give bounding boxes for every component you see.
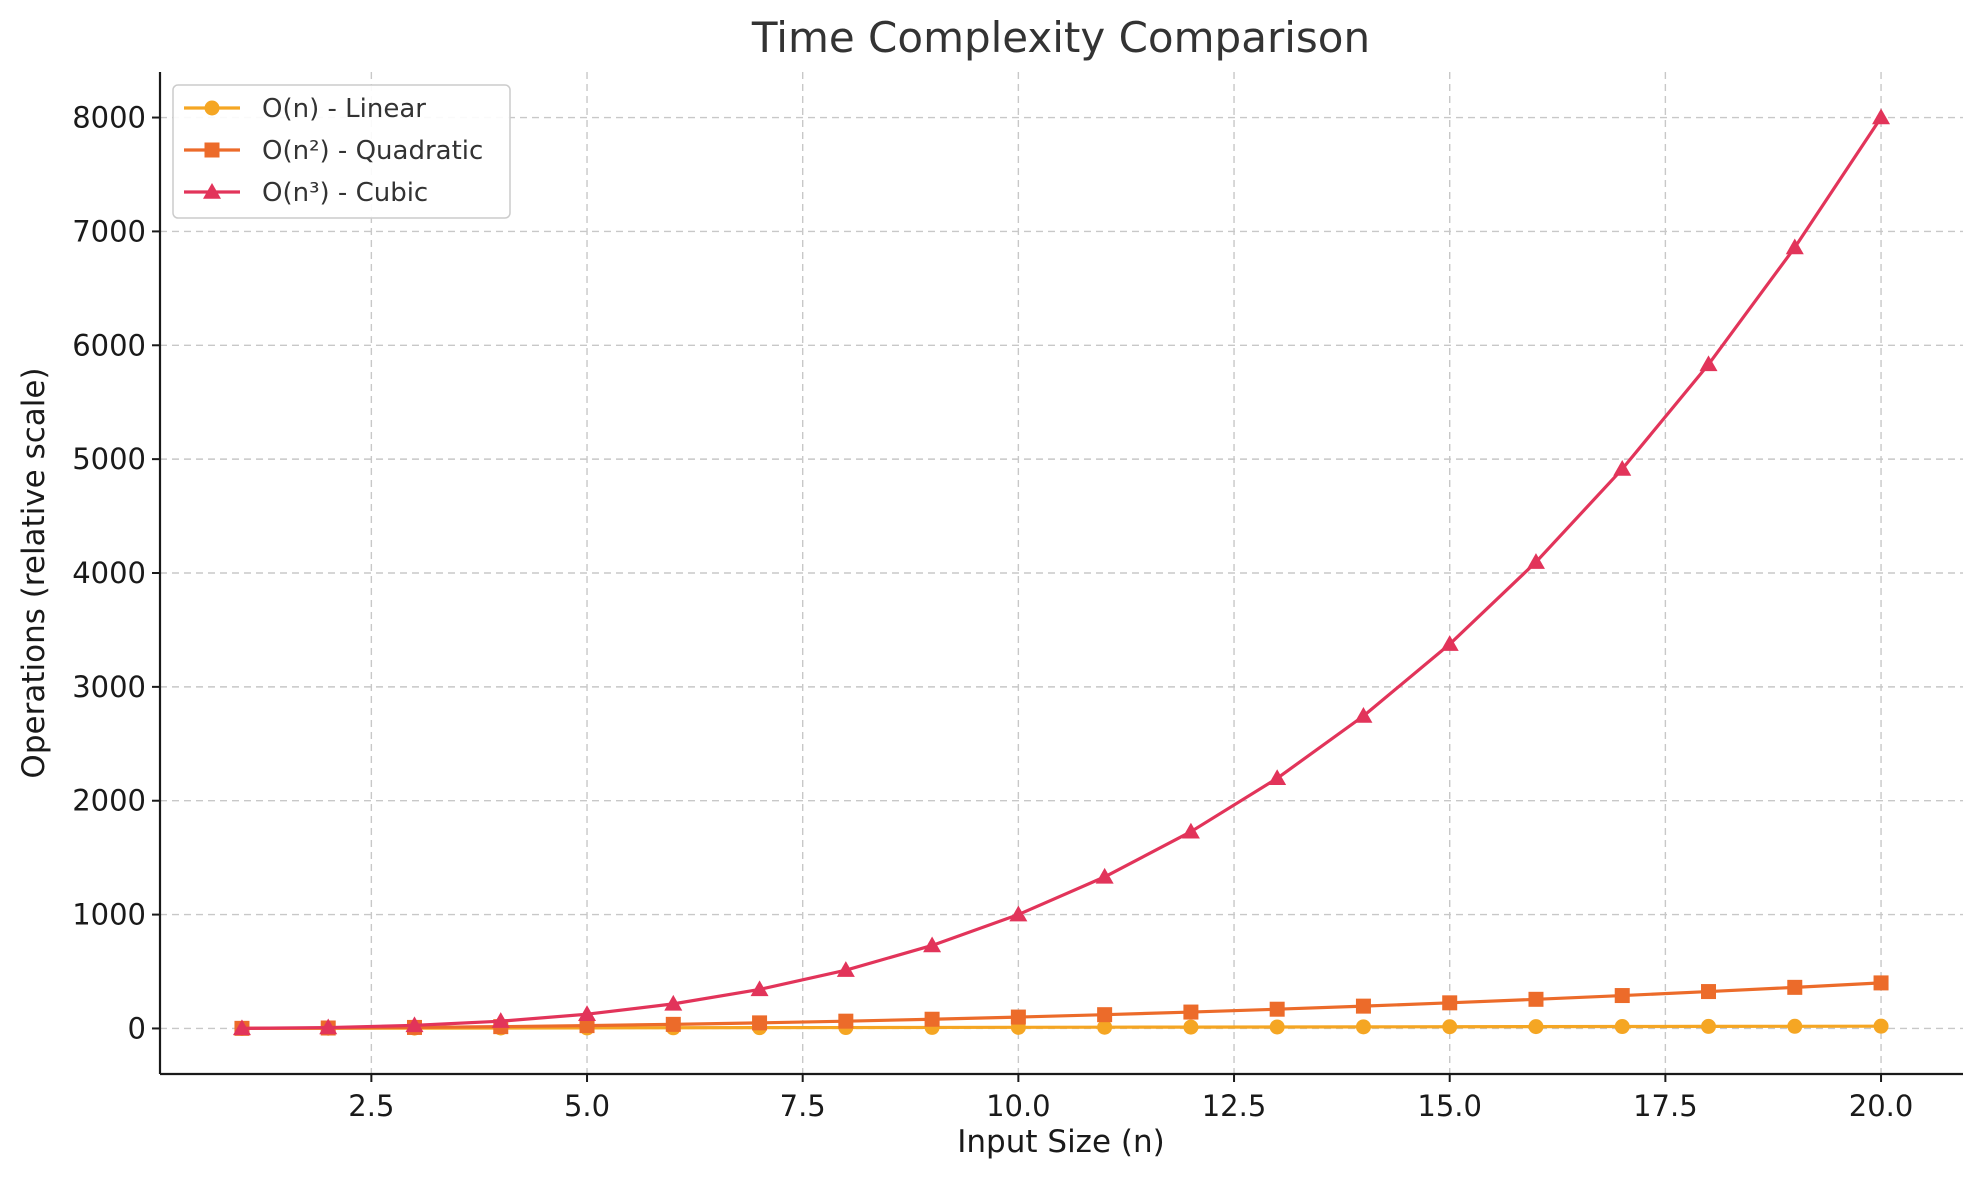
y-tick-label: 8000 (72, 101, 146, 135)
data-point-linear (1787, 1018, 1803, 1034)
y-tick-label: 3000 (72, 670, 146, 704)
legend-item-linear: O(n) - Linear (184, 94, 426, 124)
data-point-linear (1701, 1018, 1717, 1034)
data-point-linear (1355, 1019, 1371, 1035)
data-point-quadratic (1528, 991, 1544, 1007)
legend-item-quadratic: O(n²) - Quadratic (184, 136, 483, 166)
data-point-cubic (1009, 905, 1028, 922)
data-point-cubic (1526, 553, 1545, 569)
data-point-cubic (1440, 635, 1459, 651)
legend-marker (204, 100, 220, 116)
data-point-quadratic (1010, 1009, 1026, 1025)
data-point-quadratic (665, 1016, 681, 1032)
y-tick-label: 5000 (72, 442, 146, 476)
y-tick-label: 0 (128, 1011, 146, 1045)
legend-box (172, 84, 511, 219)
data-point-quadratic (1183, 1004, 1199, 1020)
data-point-quadratic (1442, 995, 1458, 1011)
data-point-quadratic (579, 1018, 595, 1034)
x-tick-label: 20.0 (1849, 1089, 1914, 1123)
data-point-quadratic (1701, 984, 1717, 1000)
legend: O(n) - Linear O(n²) - Quadratic O(n³) - Cu… (172, 84, 511, 219)
y-axis-title: Operations (relative scale) (16, 367, 52, 778)
data-point-quadratic (1614, 988, 1630, 1004)
legend-label: O(n) - Linear (262, 94, 426, 124)
data-point-cubic (491, 1012, 510, 1028)
y-tick-label: 4000 (72, 556, 146, 590)
x-tick-label: 5.0 (564, 1089, 610, 1123)
y-tick-label: 6000 (72, 328, 146, 362)
data-point-cubic (1268, 769, 1287, 786)
x-axis-ticks: 2.5 5.0 7.5 10.0 12.5 15.0 17.5 20.0 (348, 1074, 1913, 1123)
data-point-cubic (1872, 108, 1891, 125)
data-point-quadratic (1097, 1007, 1113, 1023)
legend-label: O(n³) - Cubic (262, 178, 428, 208)
data-point-cubic (578, 1005, 597, 1021)
data-point-cubic (750, 980, 769, 997)
x-tick-label: 2.5 (348, 1089, 394, 1123)
data-point-cubic (1354, 707, 1373, 723)
data-point-quadratic (1873, 975, 1889, 991)
x-tick-label: 12.5 (1202, 1089, 1267, 1123)
data-point-linear (1614, 1019, 1630, 1035)
series-line-cubic (241, 116, 1883, 1030)
legend-marker (203, 183, 221, 199)
data-point-linear (1269, 1019, 1285, 1035)
data-point-cubic (1095, 867, 1114, 884)
data-point-quadratic (1787, 979, 1803, 995)
grid (160, 72, 1963, 1074)
data-point-cubic (1181, 822, 1200, 839)
data-point-cubic (923, 936, 942, 953)
data-point-linear (1442, 1019, 1458, 1035)
data-point-cubic (664, 994, 683, 1011)
data-point-cubic (319, 1018, 338, 1035)
y-tick-label: 2000 (72, 784, 146, 818)
y-tick-label: 7000 (72, 214, 146, 248)
legend-label: O(n²) - Quadratic (262, 136, 483, 166)
x-axis-title: Input Size (n) (957, 1124, 1164, 1160)
legend-item-cubic: O(n³) - Cubic (184, 178, 428, 208)
data-point-quadratic (1355, 998, 1371, 1014)
series-line-quadratic (241, 981, 1882, 1030)
x-tick-label: 7.5 (780, 1089, 826, 1123)
data-point-cubic (1613, 460, 1632, 476)
data-point-linear (1873, 1018, 1889, 1034)
chart-title: Time Complexity Comparison (751, 13, 1370, 62)
data-point-cubic (836, 961, 855, 977)
x-tick-label: 15.0 (1417, 1089, 1482, 1123)
data-point-quadratic (838, 1013, 854, 1029)
series-cubic (232, 108, 1891, 1036)
data-point-linear (1528, 1019, 1544, 1035)
data-point-cubic (1785, 238, 1804, 255)
data-point-cubic (232, 1019, 251, 1036)
legend-marker (204, 142, 220, 158)
data-point-cubic (1699, 355, 1718, 372)
data-point-quadratic (1269, 1001, 1285, 1017)
y-axis-ticks: 0 1000 2000 3000 4000 5000 6000 7000 8000 (72, 101, 160, 1045)
data-point-quadratic (752, 1015, 768, 1031)
x-tick-label: 10.0 (986, 1089, 1051, 1123)
plot-area (232, 108, 1891, 1036)
data-point-cubic (405, 1016, 424, 1033)
x-tick-label: 17.5 (1633, 1089, 1698, 1123)
y-tick-label: 1000 (72, 898, 146, 932)
data-point-quadratic (924, 1011, 940, 1027)
data-point-linear (1183, 1019, 1199, 1035)
data-point-linear (1097, 1019, 1113, 1035)
